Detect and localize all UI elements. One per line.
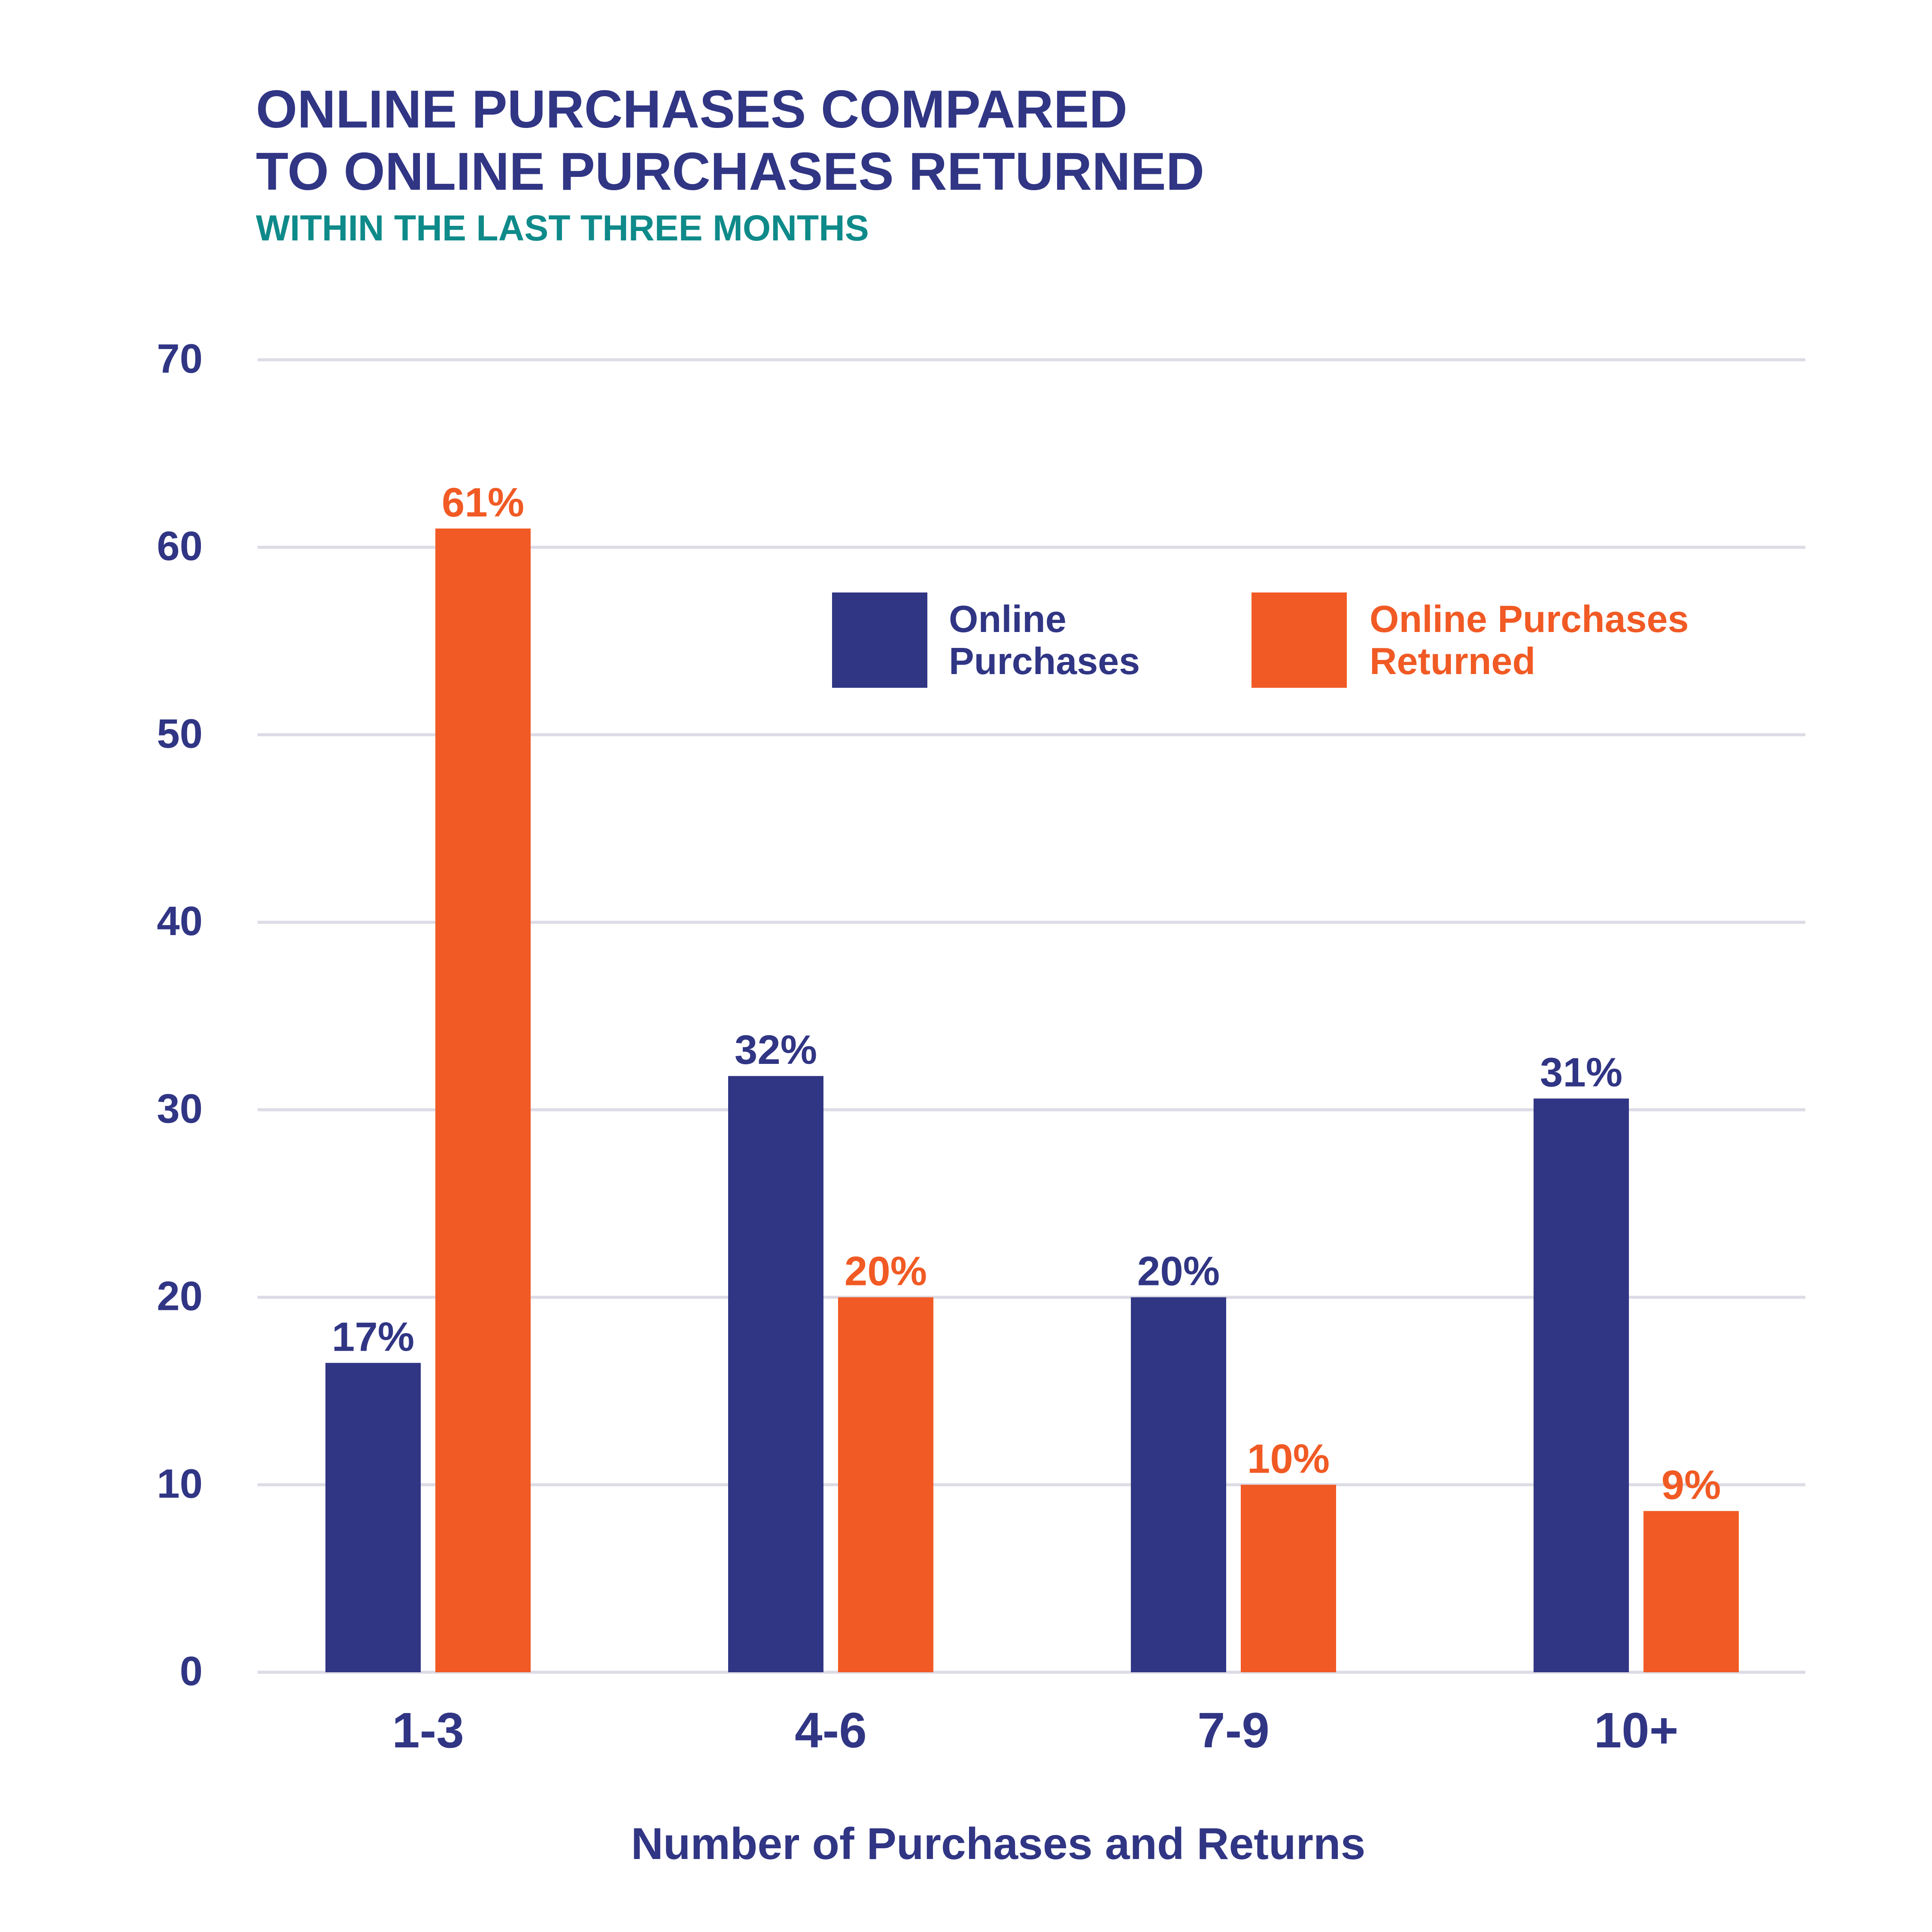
x-tick-label-4-6: 4-6 (795, 1702, 867, 1758)
y-tick-label-10: 10 (157, 1461, 203, 1507)
y-tick-label-0: 0 (180, 1648, 203, 1694)
x-tick-label-10+: 10+ (1594, 1702, 1679, 1758)
x-axis-label: Number of Purchases and Returns (631, 1819, 1366, 1869)
y-axis-ticks: 0 10 20 30 40 50 60 70 (157, 336, 203, 1694)
x-tick-label-7-9: 7-9 (1197, 1702, 1270, 1758)
y-tick-label-40: 40 (157, 898, 203, 944)
y-tick-label-70: 70 (157, 336, 203, 382)
bar-purchases-1-3 (325, 1363, 421, 1672)
y-tick-label-50: 50 (157, 711, 203, 756)
data-label-purchases-10+: 31% (1540, 1050, 1622, 1096)
y-tick-label-60: 60 (157, 523, 203, 569)
legend-label-returned-line-1: Online Purchases (1370, 598, 1689, 640)
y-tick-label-20: 20 (157, 1273, 203, 1319)
bar-returned-4-6 (838, 1297, 933, 1672)
chart-subtitle: WITHIN THE LAST THREE MONTHS (256, 208, 869, 248)
chart-title: ONLINE PURCHASES COMPARED TO ONLINE PURC… (256, 80, 1204, 201)
data-label-returned-10+: 9% (1662, 1462, 1721, 1508)
legend-swatch-purchases (832, 592, 927, 688)
bars (325, 529, 1739, 1672)
legend-label-purchases-line-2: Purchases (949, 640, 1140, 682)
data-label-returned-1-3: 61% (442, 480, 524, 526)
data-label-returned-4-6: 20% (844, 1249, 927, 1294)
bar-purchases-4-6 (728, 1076, 823, 1672)
legend-label-returned-line-2: Returned (1370, 640, 1535, 682)
x-tick-label-1-3: 1-3 (392, 1702, 464, 1758)
y-tick-label-30: 30 (157, 1086, 203, 1132)
chart-title-line-2: TO ONLINE PURCHASES RETURNED (256, 142, 1204, 201)
bar-data-labels: 17% 61% 32% 20% 20% 10% 31% 9% (332, 480, 1721, 1508)
bar-returned-7-9 (1241, 1485, 1336, 1672)
data-label-returned-7-9: 10% (1247, 1436, 1330, 1482)
bar-returned-10+ (1643, 1511, 1739, 1672)
bar-purchases-7-9 (1131, 1297, 1226, 1672)
data-label-purchases-7-9: 20% (1137, 1249, 1220, 1294)
x-axis-ticks: 1-3 4-6 7-9 10+ (392, 1702, 1678, 1758)
bar-purchases-10+ (1534, 1098, 1629, 1672)
chart-title-line-1: ONLINE PURCHASES COMPARED (256, 80, 1127, 139)
legend-swatch-returned (1252, 592, 1347, 688)
bar-returned-1-3 (435, 529, 531, 1672)
data-label-purchases-4-6: 32% (735, 1027, 817, 1073)
data-label-purchases-1-3: 17% (332, 1314, 414, 1360)
legend-label-purchases-line-1: Online (949, 598, 1066, 640)
